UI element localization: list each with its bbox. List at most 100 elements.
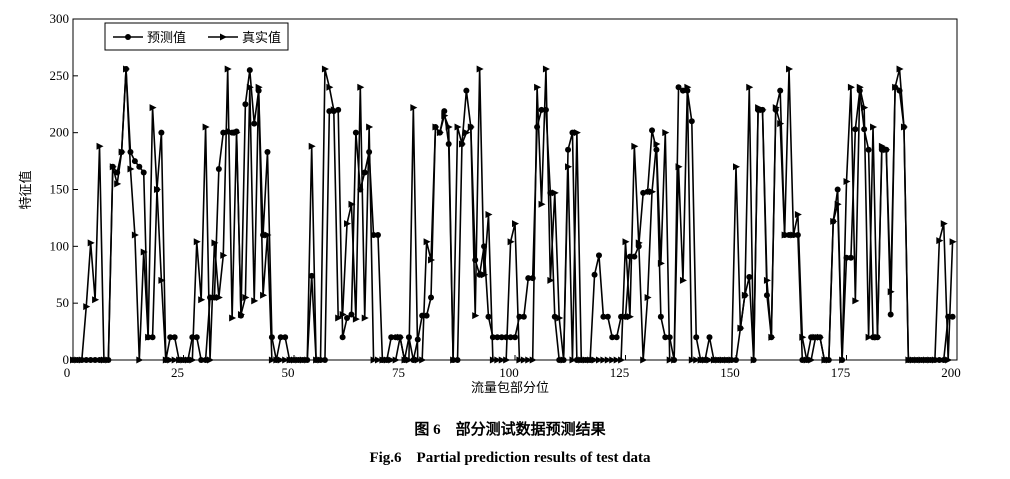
point (189, 356, 197, 364)
point (516, 356, 524, 364)
point (803, 356, 811, 364)
point (653, 140, 661, 148)
point (560, 356, 568, 364)
point (282, 334, 289, 341)
point (450, 356, 458, 364)
point (830, 217, 838, 225)
point (251, 120, 258, 127)
point (626, 313, 634, 321)
point (357, 83, 365, 91)
point (476, 65, 484, 73)
point (542, 65, 550, 73)
point (719, 356, 727, 364)
point (109, 163, 117, 171)
point (361, 314, 369, 322)
point (308, 142, 316, 150)
point (520, 313, 527, 320)
point (388, 334, 395, 341)
point (790, 231, 798, 239)
point (321, 65, 329, 73)
point (485, 211, 493, 219)
point (582, 356, 590, 364)
point (728, 356, 736, 364)
point (370, 231, 377, 238)
point (273, 356, 281, 364)
point (834, 200, 842, 208)
point (140, 248, 148, 256)
legend-label: 预测值 (147, 30, 186, 45)
point (317, 356, 325, 364)
point (472, 312, 480, 320)
point (865, 146, 872, 153)
point (799, 333, 807, 341)
point (587, 356, 595, 364)
point (940, 220, 948, 228)
point (600, 313, 607, 320)
series-line (73, 68, 953, 361)
point (662, 129, 670, 137)
point (746, 274, 753, 281)
point (710, 356, 718, 364)
point (839, 356, 847, 364)
point (595, 252, 602, 259)
point (538, 106, 545, 113)
point (454, 123, 462, 131)
point (936, 357, 943, 363)
point (644, 293, 652, 301)
point (843, 178, 851, 186)
point (127, 165, 135, 173)
point (268, 356, 276, 364)
point (454, 357, 461, 363)
point (136, 163, 143, 170)
point (675, 163, 683, 171)
point (131, 158, 138, 165)
point (688, 356, 696, 364)
x-tick-label: 75 (392, 365, 405, 380)
point (366, 123, 374, 131)
y-tick-label: 50 (56, 295, 69, 310)
point (383, 356, 391, 364)
x-tick-label: 0 (64, 365, 71, 380)
x-tick-label: 100 (499, 365, 519, 380)
point (649, 188, 657, 196)
point (198, 357, 205, 363)
point (821, 356, 829, 364)
point (609, 356, 617, 364)
x-tick-label: 125 (610, 365, 630, 380)
point (392, 356, 400, 364)
point (649, 127, 656, 134)
point (741, 291, 749, 299)
point (374, 231, 381, 238)
point (569, 356, 577, 364)
point (631, 253, 638, 260)
point (512, 220, 519, 228)
point (83, 357, 90, 363)
point (167, 334, 174, 341)
point (339, 311, 347, 319)
point (167, 356, 175, 364)
point (777, 120, 785, 128)
point (852, 297, 860, 305)
point (352, 129, 359, 136)
point (335, 106, 342, 113)
point (74, 356, 82, 364)
point (865, 333, 873, 341)
point (92, 296, 100, 304)
point (260, 291, 268, 299)
point (507, 238, 515, 246)
point (299, 356, 307, 364)
y-tick-label: 100 (50, 238, 70, 253)
point (118, 148, 126, 156)
caption-en: Fig.6 Partial prediction results of test… (369, 450, 651, 466)
point (657, 313, 664, 320)
point (458, 140, 466, 148)
point (370, 356, 378, 364)
point (887, 288, 895, 296)
point (812, 333, 820, 341)
point (441, 108, 448, 115)
point (706, 356, 714, 364)
point (534, 83, 542, 91)
point (339, 334, 346, 341)
point (246, 83, 254, 91)
point (613, 356, 621, 364)
